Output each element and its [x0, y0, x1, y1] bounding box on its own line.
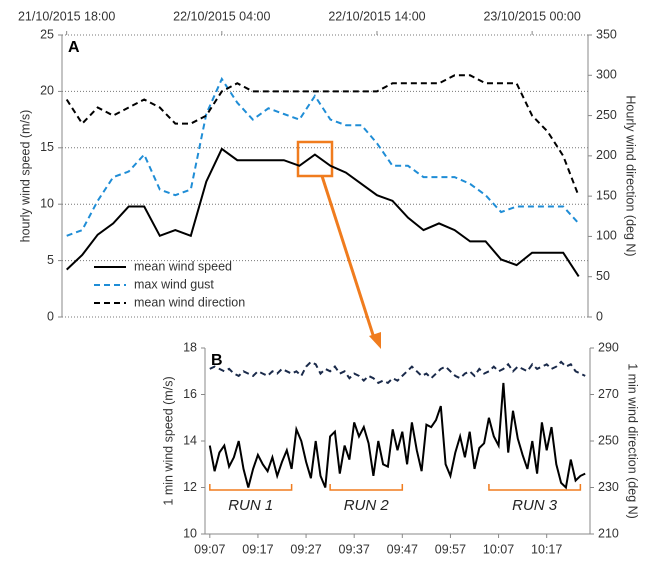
y-tick-label: 10	[40, 196, 54, 210]
x-tick-label: 10:07	[483, 542, 514, 556]
y2-tick-label: 350	[596, 27, 617, 41]
y2-axis-label: 1 min wind direction (deg N)	[626, 363, 640, 519]
x-tick-label: 09:07	[194, 542, 225, 556]
x-tick-label: 23/10/2015 00:00	[483, 9, 580, 23]
x-tick-label: 09:37	[339, 542, 370, 556]
y2-tick-label: 250	[596, 108, 617, 122]
y2-tick-label: 270	[598, 387, 619, 401]
run-label: RUN 1	[228, 497, 273, 514]
y-axis-label: 1 min wind speed (m/s)	[161, 376, 175, 505]
highlight-box	[296, 140, 334, 178]
run-bracket	[209, 484, 293, 491]
y2-tick-label: 250	[598, 433, 619, 447]
zoom-arrow	[320, 175, 376, 339]
y2-tick-label: 50	[596, 269, 610, 283]
x-tick-label: 09:47	[387, 542, 418, 556]
y2-axis-label: Hourly wind direction (deg N)	[624, 95, 638, 256]
y2-tick-label: 200	[596, 148, 617, 162]
arrow-head	[369, 332, 381, 349]
y2-tick-label: 0	[596, 309, 603, 323]
legend-label: mean wind direction	[134, 295, 245, 309]
y-tick-label: 0	[47, 309, 54, 323]
y2-tick-label: 210	[598, 526, 619, 540]
series-line	[209, 360, 586, 385]
y2-tick-label: 300	[596, 68, 617, 82]
y2-tick-label: 100	[596, 229, 617, 243]
x-tick-label: 09:17	[242, 542, 273, 556]
series-line	[66, 147, 580, 277]
legend-label: max wind gust	[134, 277, 214, 291]
x-tick-label: 10:17	[531, 542, 562, 556]
y-tick-label: 18	[183, 340, 197, 354]
y-tick-label: 25	[40, 27, 54, 41]
run-bracket	[488, 484, 582, 491]
panel-label: A	[68, 39, 80, 56]
y-tick-label: 15	[40, 140, 54, 154]
y-tick-label: 16	[183, 387, 197, 401]
run-bracket	[329, 484, 404, 491]
series-line	[65, 74, 580, 197]
run-label: RUN 3	[512, 497, 558, 514]
y-tick-label: 20	[40, 84, 54, 98]
panel-label: B	[211, 352, 223, 369]
series-line	[208, 382, 586, 490]
y2-tick-label: 290	[598, 340, 619, 354]
y-tick-label: 5	[47, 253, 54, 267]
series-line	[66, 76, 580, 237]
y-tick-label: 12	[183, 480, 197, 494]
y-axis-label: hourly wind speed (m/s)	[18, 110, 32, 243]
x-tick-label: 09:57	[435, 542, 466, 556]
y2-tick-label: 150	[596, 188, 617, 202]
x-tick-label: 21/10/2015 18:00	[18, 9, 115, 23]
x-tick-label: 09:27	[290, 542, 321, 556]
legend-label: mean wind speed	[134, 259, 232, 273]
x-tick-label: 22/10/2015 14:00	[328, 9, 425, 23]
x-tick-label: 22/10/2015 04:00	[173, 9, 270, 23]
y2-tick-label: 230	[598, 480, 619, 494]
run-label: RUN 2	[344, 497, 390, 514]
y-tick-label: 10	[183, 526, 197, 540]
y-tick-label: 14	[183, 433, 197, 447]
